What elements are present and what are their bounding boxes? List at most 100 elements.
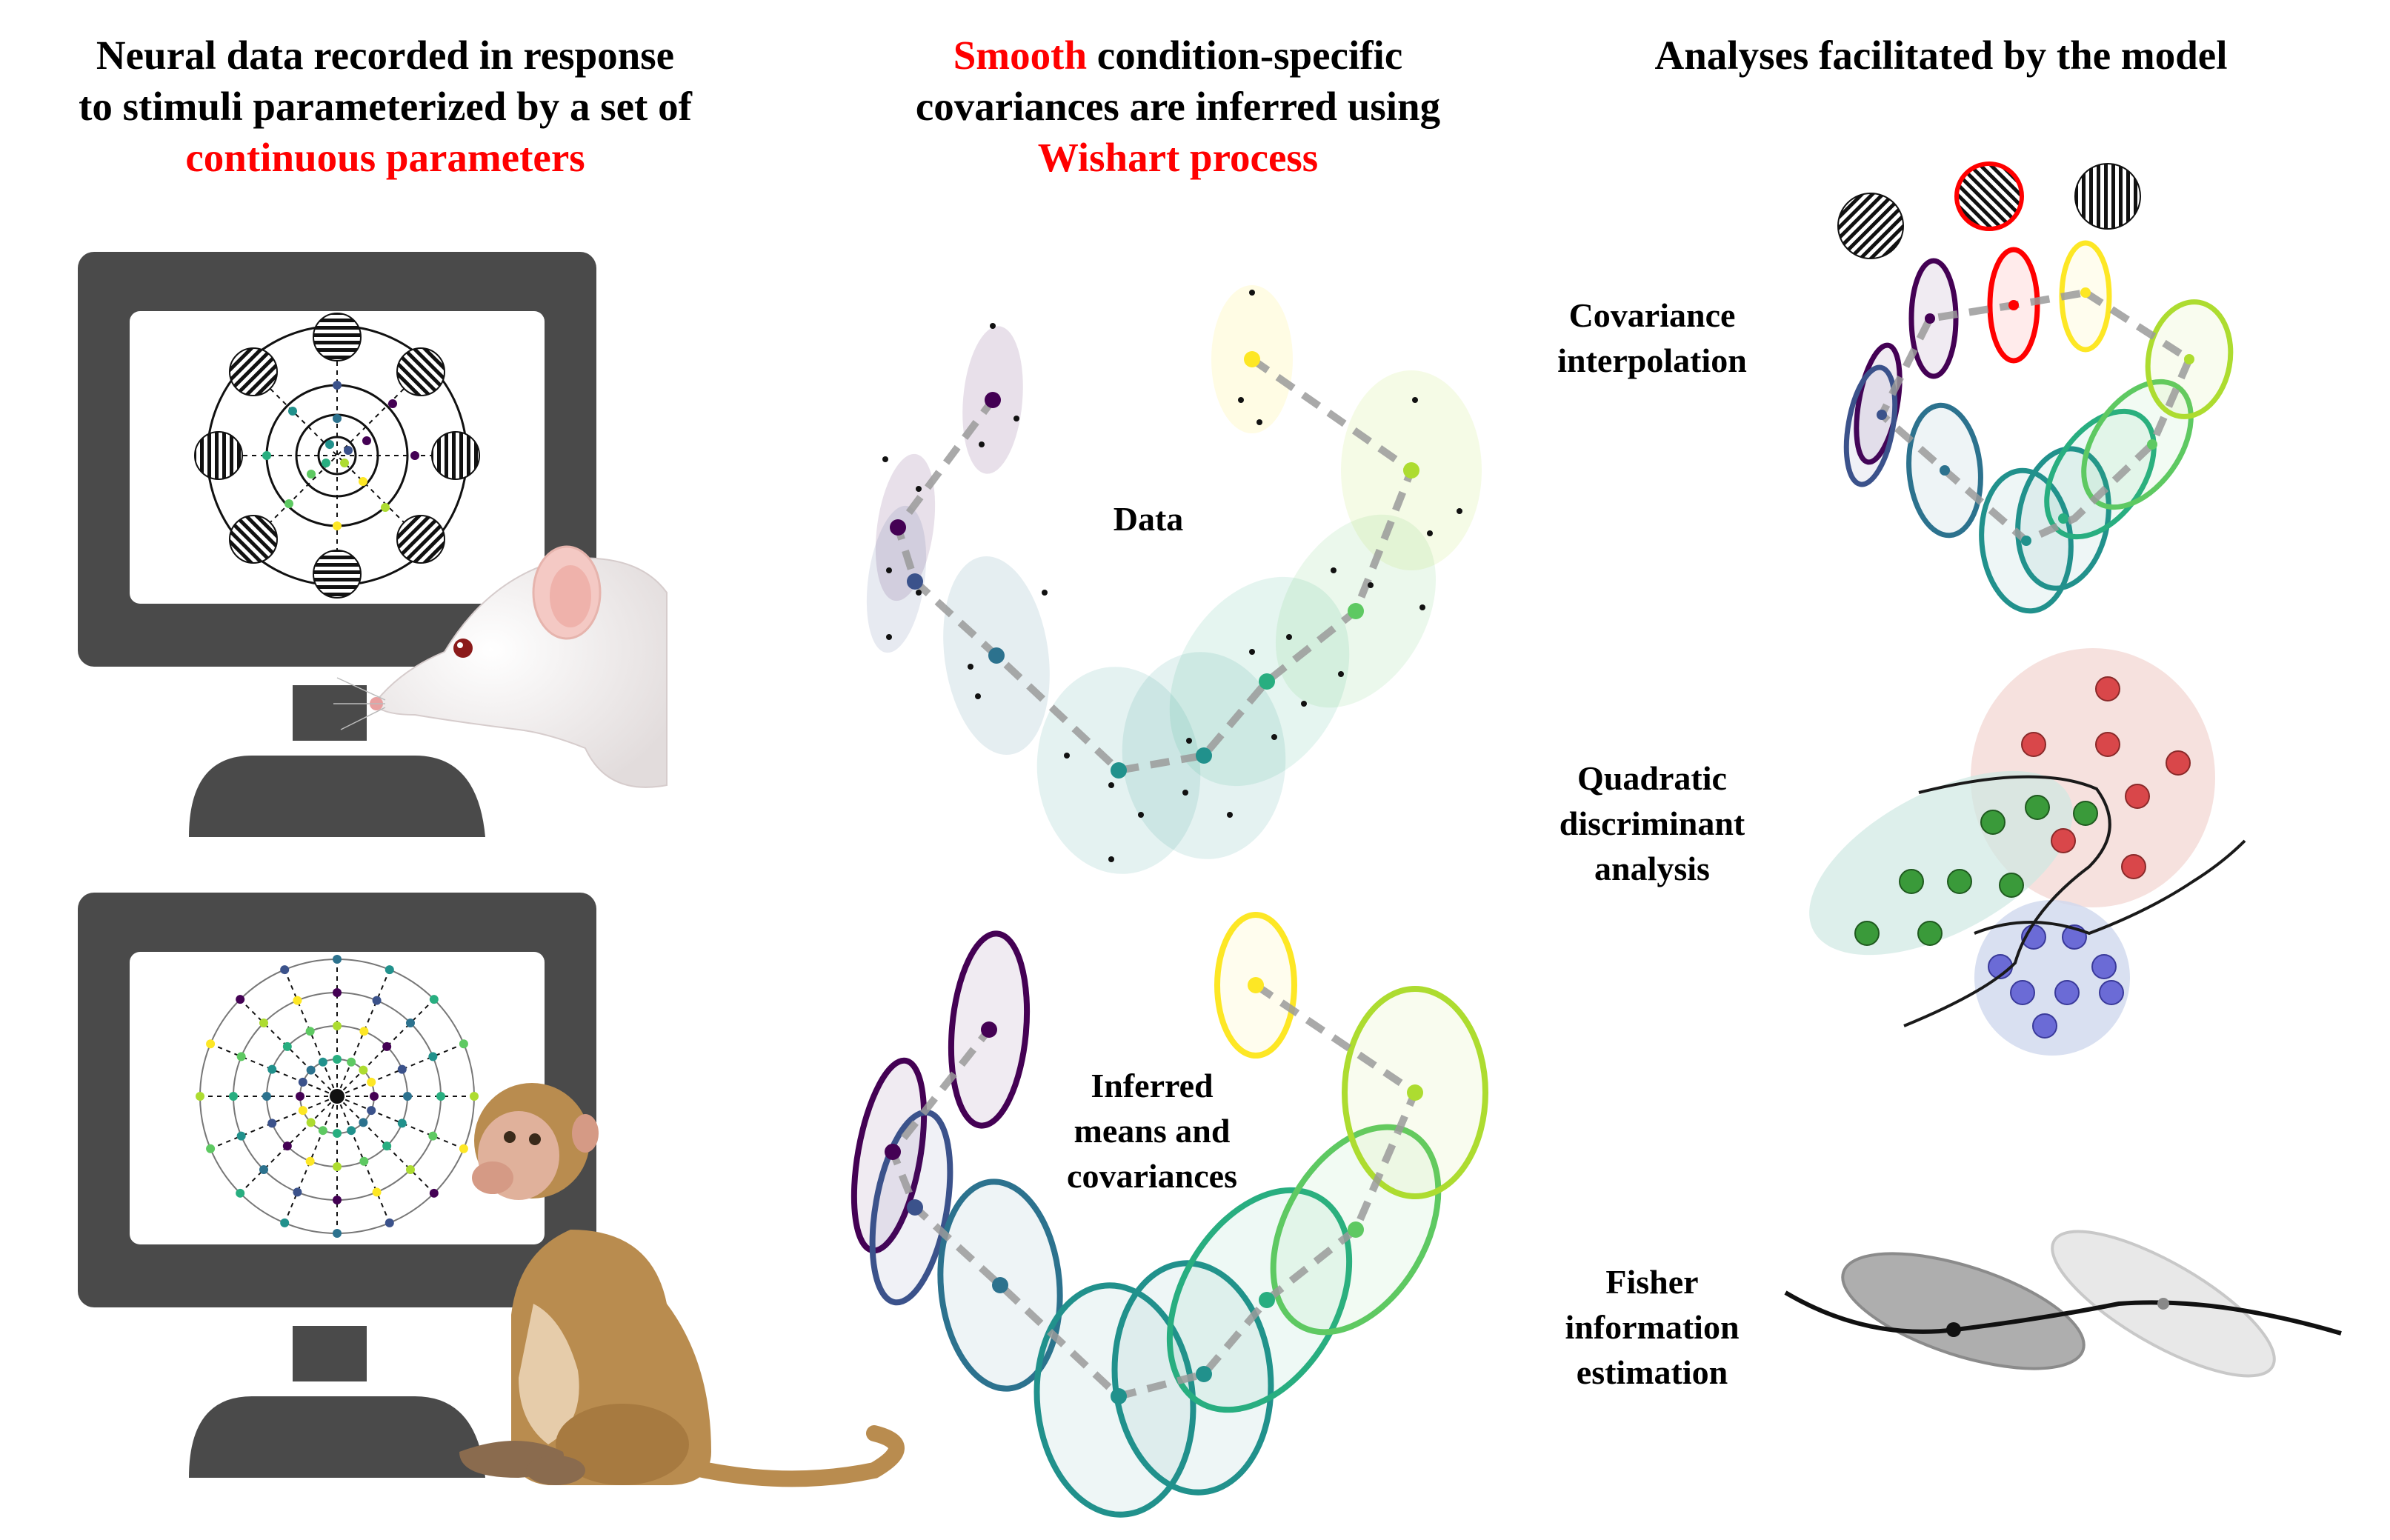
qda-class-b-point xyxy=(1980,810,2005,835)
data-sample-point xyxy=(968,664,973,670)
qda-class-b-point xyxy=(1947,869,1972,894)
polar-point xyxy=(385,1218,394,1227)
polar-point xyxy=(405,1019,415,1028)
polar-point xyxy=(236,1188,245,1198)
data-sample-point xyxy=(1238,397,1244,403)
data-sample-point xyxy=(1013,416,1019,421)
middle-heading: Smooth condition-specific covariances ar… xyxy=(808,30,1548,183)
polar-point xyxy=(429,1188,439,1198)
polar-point xyxy=(429,995,439,1004)
interpolated-mean-point xyxy=(2080,287,2091,298)
fisher-line1: Fisher xyxy=(1605,1263,1699,1301)
data-sample-point xyxy=(1064,753,1070,759)
polar-point xyxy=(229,1092,238,1101)
left-heading-line2: to stimuli parameterized by a set of xyxy=(79,84,692,129)
data-mean-point xyxy=(907,573,923,590)
polar-point xyxy=(436,1092,445,1101)
inferred-mean-point xyxy=(981,1021,997,1038)
data-sample-point xyxy=(886,567,892,573)
data-sample-point xyxy=(916,486,922,492)
polar-point xyxy=(372,1187,382,1197)
data-mean-point xyxy=(985,392,1001,408)
qda-class-a-point xyxy=(2166,750,2191,776)
covariance-interpolation-panel xyxy=(1837,161,2234,614)
fisher-panel xyxy=(1784,1230,2342,1378)
polar-point xyxy=(305,1156,315,1166)
polar-point xyxy=(236,1052,246,1061)
rat-icon xyxy=(333,545,668,788)
polar-point xyxy=(293,996,302,1005)
polar-point xyxy=(293,1187,302,1197)
polar-point xyxy=(333,1055,342,1064)
qda-line1: Quadratic xyxy=(1577,759,1727,797)
polar-point xyxy=(267,1064,277,1074)
polar-point xyxy=(333,1229,342,1238)
polar-point xyxy=(259,1164,269,1174)
inferred-label-line3: covariances xyxy=(1067,1157,1237,1195)
polar-point xyxy=(280,965,290,975)
qda-class-a-point xyxy=(2051,828,2076,853)
polar-point xyxy=(359,1065,368,1075)
inferred-label: Inferred means and covariances xyxy=(1037,1063,1267,1199)
polar-point xyxy=(428,1052,438,1061)
data-sample-point xyxy=(1186,738,1192,744)
data-sample-point xyxy=(1138,812,1144,818)
data-mean-point xyxy=(988,647,1005,664)
interpolated-mean-point xyxy=(1940,465,1950,476)
interpolated-covariance-ellipse xyxy=(1843,364,1898,487)
polar-point xyxy=(333,955,342,964)
data-label-text: Data xyxy=(1113,500,1184,538)
data-sample-point xyxy=(1419,604,1425,610)
polar-point xyxy=(347,1057,356,1067)
polar-point xyxy=(318,1057,327,1067)
inferred-label-line2: means and xyxy=(1073,1112,1231,1150)
inferred-label-line1: Inferred xyxy=(1091,1067,1214,1104)
left-heading: Neural data recorded in response to stim… xyxy=(30,30,741,183)
interpolated-mean-point-highlight xyxy=(2008,300,2019,310)
covariance-interpolation-line2: interpolation xyxy=(1557,341,1747,379)
data-mean-point xyxy=(1403,462,1419,479)
middle-heading-line2: covariances are inferred using xyxy=(915,84,1441,129)
interpolated-mean-point xyxy=(2021,536,2031,546)
qda-class-c-point xyxy=(2054,980,2080,1005)
qda-class-c-point xyxy=(2099,980,2124,1005)
polar-point xyxy=(333,988,342,997)
polar-point xyxy=(306,1118,316,1127)
data-mean-point xyxy=(890,519,906,536)
polar-point xyxy=(298,1106,307,1116)
grating-stimulus-icon-top-ring xyxy=(194,313,480,599)
covariance-interpolation-label: Covariance interpolation xyxy=(1541,293,1763,383)
data-sample-point xyxy=(1457,508,1462,514)
interpolated-mean-point xyxy=(1925,313,1935,324)
data-sample-point xyxy=(916,590,922,596)
data-sample-point xyxy=(990,323,996,329)
polar-point xyxy=(306,1065,316,1075)
grating-stimulus-icon-interp xyxy=(1837,161,2141,259)
data-sample-point xyxy=(882,456,888,462)
polar-point xyxy=(397,1119,407,1128)
middle-heading-line1-rest: condition-specific xyxy=(1087,33,1403,78)
left-heading-line1: Neural data recorded in response xyxy=(96,33,675,78)
polar-point xyxy=(267,1119,277,1128)
polar-point xyxy=(236,995,245,1004)
qda-class-a-point xyxy=(2121,854,2146,879)
polar-point xyxy=(282,1141,292,1151)
polar-point xyxy=(459,1039,468,1049)
polar-point xyxy=(318,1126,327,1136)
middle-heading-line1: Smooth condition-specific xyxy=(808,30,1548,81)
qda-class-a-point xyxy=(2095,732,2120,757)
data-sample-point xyxy=(1227,812,1233,818)
polar-point xyxy=(280,1218,290,1227)
data-covariance-ellipse xyxy=(866,505,927,653)
stimulus-points-top xyxy=(262,381,419,530)
polar-point xyxy=(470,1092,479,1101)
data-sample-point xyxy=(1286,634,1292,640)
interpolated-mean-point xyxy=(1877,410,1887,420)
qda-class-b-point xyxy=(1854,921,1880,946)
data-sample-point xyxy=(1249,290,1255,296)
inferred-mean-point xyxy=(1111,1388,1127,1404)
polar-point xyxy=(372,996,382,1005)
interpolated-mean-point xyxy=(2184,354,2194,364)
polar-point xyxy=(370,1092,379,1101)
qda-class-b-point xyxy=(1999,873,2024,898)
